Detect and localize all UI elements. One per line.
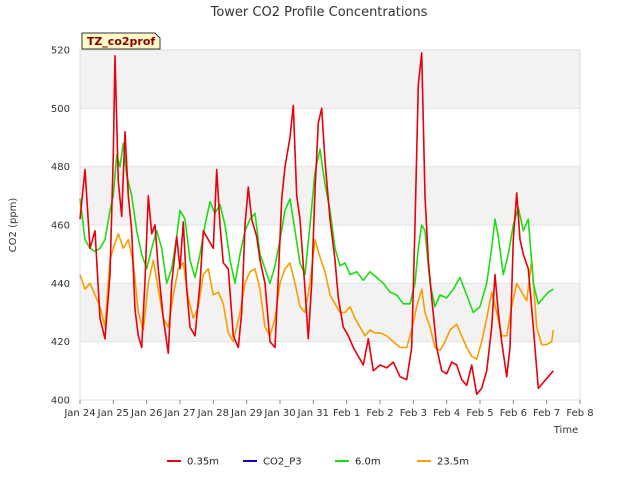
y-tick-label: 480 (51, 162, 70, 173)
x-tick-label: Jan 24 (63, 408, 95, 419)
site-tag-box (81, 32, 161, 50)
x-tick-label: Feb 1 (333, 408, 360, 419)
y-tick-label: 460 (51, 221, 70, 232)
x-tick-label: Feb 2 (366, 408, 393, 419)
x-tick-label: Feb 7 (533, 408, 560, 419)
x-axis-label: Time (553, 425, 578, 436)
x-tick-label: Jan 25 (97, 408, 129, 419)
y-tick-label: 500 (51, 104, 70, 115)
legend-label: CO2_P3 (263, 457, 302, 468)
legend-label: 6.0m (355, 457, 381, 468)
y-tick-label: 440 (51, 279, 70, 290)
x-tick-label: Jan 26 (130, 408, 162, 419)
series-line-6.0m (79, 142, 554, 314)
plot-band (80, 341, 580, 400)
site-tag: TZ_co2prof (81, 32, 161, 50)
site-tag-label: TZ_co2prof (87, 35, 156, 48)
series-line-0.35m (79, 52, 554, 395)
x-tick-label: Jan 28 (197, 408, 229, 419)
x-tick-label: Jan 31 (297, 408, 329, 419)
x-tick-label: Jan 29 (230, 408, 262, 419)
chart-title: Tower CO2 Profile Concentrations (210, 5, 428, 20)
x-axis-ticks: Jan 24 Jan 25 Jan 26 Jan 27 Jan 28 Jan 29 Jan … (63, 400, 594, 419)
plot-frame (79, 49, 581, 401)
plot-band (80, 108, 580, 167)
x-tick-label: Jan 27 (163, 408, 195, 419)
y-tick-label: 400 (51, 396, 70, 407)
legend: 0.35m CO2_P3 6.0m 23.5m (167, 457, 469, 468)
legend-label: 0.35m (187, 457, 219, 468)
y-axis-label: CO2 (ppm) (8, 198, 19, 253)
plot-band (80, 50, 580, 109)
x-tick-label: Jan 30 (263, 408, 295, 419)
series-lines (79, 52, 555, 395)
series-line-23.5m (79, 233, 555, 360)
y-axis-ticks: 400 420 440 460 480 500 520 (51, 46, 70, 407)
legend-label: 23.5m (437, 457, 469, 468)
x-tick-label: Feb 4 (433, 408, 460, 419)
x-tick-label: Feb 3 (400, 408, 427, 419)
x-tick-label: Feb 6 (500, 408, 527, 419)
y-tick-label: 520 (51, 46, 70, 57)
y-tick-label: 420 (51, 337, 70, 348)
x-tick-label: Feb 8 (566, 408, 593, 419)
x-tick-label: Feb 5 (466, 408, 493, 419)
